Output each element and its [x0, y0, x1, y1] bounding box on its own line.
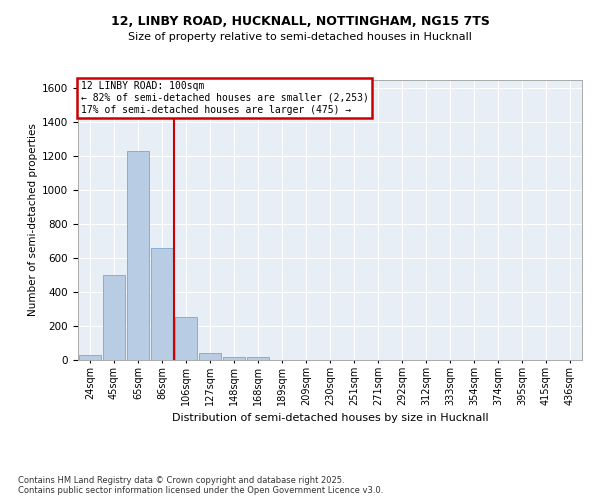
Text: Size of property relative to semi-detached houses in Hucknall: Size of property relative to semi-detach… — [128, 32, 472, 42]
Bar — [223, 356, 245, 360]
Bar — [103, 275, 125, 360]
Text: 12 LINBY ROAD: 100sqm
← 82% of semi-detached houses are smaller (2,253)
17% of s: 12 LINBY ROAD: 100sqm ← 82% of semi-deta… — [80, 82, 368, 114]
Bar — [247, 358, 269, 360]
Text: Contains HM Land Registry data © Crown copyright and database right 2025.
Contai: Contains HM Land Registry data © Crown c… — [18, 476, 383, 495]
Bar — [151, 248, 173, 360]
X-axis label: Distribution of semi-detached houses by size in Hucknall: Distribution of semi-detached houses by … — [172, 414, 488, 424]
Bar — [127, 152, 149, 360]
Y-axis label: Number of semi-detached properties: Number of semi-detached properties — [28, 124, 38, 316]
Bar — [199, 353, 221, 360]
Text: 12, LINBY ROAD, HUCKNALL, NOTTINGHAM, NG15 7TS: 12, LINBY ROAD, HUCKNALL, NOTTINGHAM, NG… — [110, 15, 490, 28]
Bar — [175, 316, 197, 360]
Bar — [79, 355, 101, 360]
